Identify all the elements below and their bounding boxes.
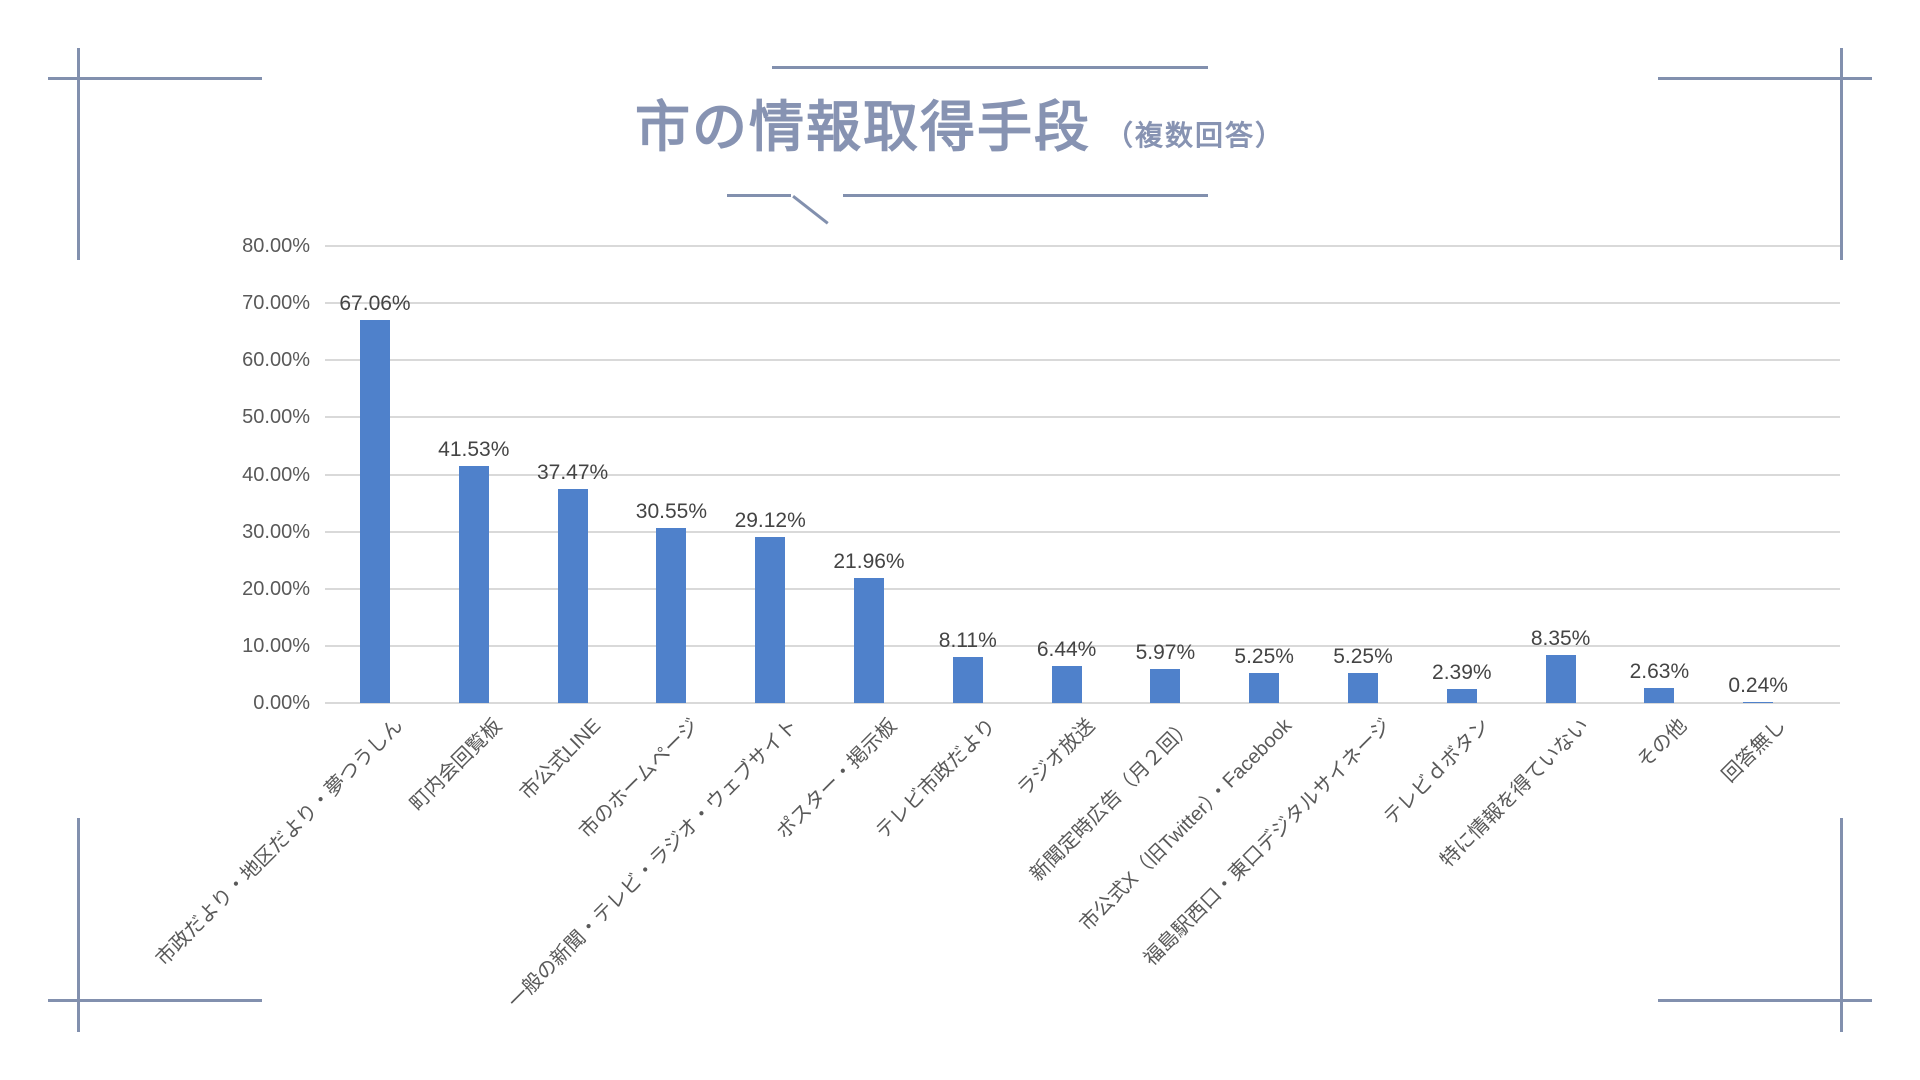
gridline bbox=[325, 702, 1840, 704]
bar-value-label: 2.63% bbox=[1629, 659, 1690, 683]
bar-4 bbox=[656, 528, 687, 703]
bar-14 bbox=[1644, 687, 1675, 703]
title-rule-tail bbox=[792, 195, 829, 225]
bar-7 bbox=[952, 656, 983, 703]
bar-15 bbox=[1743, 701, 1774, 703]
title-rule-bottom-left-segment bbox=[727, 194, 791, 197]
title-rule-bottom-right-segment bbox=[843, 194, 1208, 197]
chart-title: 市の情報取得手段 （複数回答） bbox=[0, 100, 1920, 155]
bar-value-label: 37.47% bbox=[536, 460, 609, 484]
plot-area: 67.06% 41.53% 37.47% 30.55% 29.12% 21.96% 8.11… bbox=[325, 245, 1840, 704]
bar-6 bbox=[854, 577, 884, 703]
gridline bbox=[325, 587, 1840, 590]
bar-value-label: 0.24% bbox=[1728, 673, 1788, 697]
bar-1 bbox=[360, 319, 390, 703]
bar-value-label: 41.53% bbox=[438, 437, 510, 461]
crop-mark-bottom-left-horizontal bbox=[48, 999, 262, 1002]
y-tick-label: 0.00% bbox=[253, 692, 310, 714]
y-tick-label: 40.00% bbox=[242, 463, 310, 486]
crop-mark-bottom-right-vertical bbox=[1840, 818, 1843, 1032]
bar-value-label: 5.25% bbox=[1234, 645, 1294, 669]
gridline bbox=[325, 359, 1840, 362]
gridline bbox=[325, 245, 1840, 247]
crop-mark-bottom-right-horizontal bbox=[1658, 999, 1872, 1002]
crop-mark-top-right-horizontal bbox=[1658, 77, 1872, 80]
bar-2 bbox=[458, 465, 489, 703]
gridline bbox=[325, 530, 1840, 533]
bar-9 bbox=[1150, 668, 1181, 703]
bar-value-label: 6.44% bbox=[1036, 638, 1097, 662]
bar-value-label: 2.39% bbox=[1432, 661, 1492, 685]
bar-value-label: 8.35% bbox=[1530, 627, 1591, 651]
bar-value-label: 30.55% bbox=[635, 500, 707, 524]
bar-value-label: 21.96% bbox=[833, 549, 905, 573]
gridline bbox=[325, 302, 1840, 305]
title-rule-top bbox=[772, 66, 1208, 69]
bar-11 bbox=[1348, 673, 1378, 703]
bar-8 bbox=[1051, 666, 1082, 703]
bar-value-label: 5.97% bbox=[1135, 640, 1196, 664]
bar-5 bbox=[755, 536, 786, 703]
bar-value-label: 67.06% bbox=[339, 291, 411, 315]
y-tick-label: 30.00% bbox=[242, 520, 310, 543]
chart-title-main: 市の情報取得手段 bbox=[634, 96, 1091, 158]
y-tick-label: 80.00% bbox=[242, 235, 310, 257]
crop-mark-top-left-horizontal bbox=[48, 77, 262, 80]
gridline bbox=[325, 416, 1840, 419]
bar-value-label: 29.12% bbox=[734, 508, 806, 532]
bar-13 bbox=[1545, 655, 1576, 703]
crop-mark-top-left-vertical bbox=[77, 48, 80, 260]
bar-12 bbox=[1446, 689, 1477, 703]
y-tick-label: 20.00% bbox=[242, 577, 310, 600]
bar-value-label: 8.11% bbox=[938, 628, 997, 652]
y-tick-label: 10.00% bbox=[242, 634, 310, 657]
bar-10 bbox=[1249, 673, 1280, 703]
gridline bbox=[325, 644, 1840, 647]
chart-title-sub: （複数回答） bbox=[1105, 120, 1286, 151]
gridline bbox=[325, 473, 1840, 476]
crop-mark-top-right-vertical bbox=[1840, 48, 1843, 260]
crop-mark-bottom-left-vertical bbox=[77, 818, 80, 1032]
bar-value-label: 5.25% bbox=[1333, 645, 1393, 669]
y-tick-label: 70.00% bbox=[242, 292, 310, 315]
y-tick-label: 60.00% bbox=[242, 349, 310, 372]
y-tick-label: 50.00% bbox=[242, 406, 310, 429]
bar-3 bbox=[557, 488, 588, 703]
